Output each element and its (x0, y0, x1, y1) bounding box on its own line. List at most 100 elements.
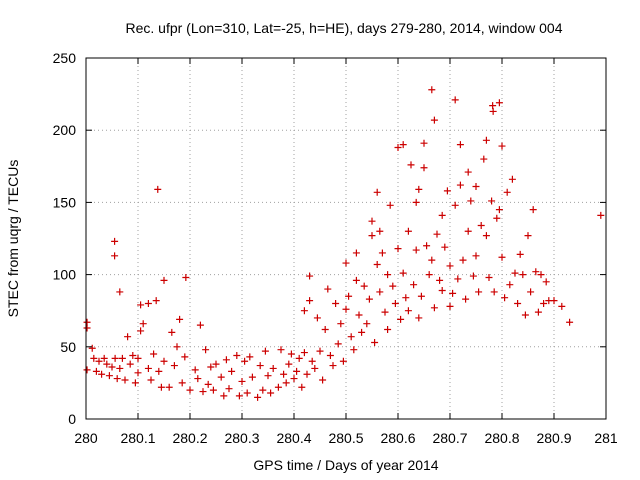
data-point (126, 360, 134, 368)
data-point (472, 252, 480, 260)
data-point (160, 357, 168, 365)
data-point (493, 214, 501, 222)
data-point (389, 282, 397, 290)
data-point (212, 360, 220, 368)
data-point (290, 375, 298, 383)
data-point (368, 232, 376, 240)
data-point (233, 351, 241, 359)
x-axis-label: GPS time / Days of year 2014 (253, 457, 438, 473)
data-point (173, 343, 181, 351)
data-point (423, 242, 431, 250)
data-point (246, 353, 254, 361)
data-point (397, 315, 405, 323)
data-point (235, 392, 243, 400)
data-point (482, 136, 490, 144)
data-point (103, 360, 111, 368)
x-tick-label: 280.9 (536, 430, 571, 446)
data-point (88, 344, 96, 352)
data-point (116, 288, 124, 296)
data-point (350, 346, 358, 354)
data-point (319, 376, 327, 384)
data-point (176, 315, 184, 323)
data-point (168, 328, 176, 336)
data-point (415, 314, 423, 322)
data-point (241, 357, 249, 365)
data-point (376, 288, 384, 296)
x-tick-label: 280.3 (224, 430, 259, 446)
data-point (186, 386, 194, 394)
data-point (295, 354, 303, 362)
data-point (274, 383, 282, 391)
data-point (92, 367, 100, 375)
data-point (352, 276, 360, 284)
data-point (412, 246, 420, 254)
data-point (495, 206, 503, 214)
data-point (540, 299, 548, 307)
data-point (376, 227, 384, 235)
data-point (506, 281, 514, 289)
data-point (368, 217, 376, 225)
data-point (342, 305, 350, 313)
data-point (404, 227, 412, 235)
data-point (147, 376, 155, 384)
data-point (269, 364, 277, 372)
data-points (83, 86, 605, 401)
data-point (495, 99, 503, 107)
data-point (373, 188, 381, 196)
data-point (428, 256, 436, 264)
data-point (438, 211, 446, 219)
data-point (313, 314, 321, 322)
y-tick-label: 100 (53, 267, 77, 283)
data-point (404, 307, 412, 315)
x-tick-label: 280.7 (432, 430, 467, 446)
data-point (267, 389, 275, 397)
data-point (152, 297, 160, 305)
data-point (477, 222, 485, 230)
data-point (144, 299, 152, 307)
data-point (381, 308, 389, 316)
y-tick-label: 150 (53, 194, 77, 210)
data-point (178, 379, 186, 387)
data-point (597, 211, 605, 219)
data-point (384, 271, 392, 279)
data-point (329, 362, 337, 370)
data-point (137, 327, 145, 335)
data-point (155, 367, 163, 375)
data-point (259, 386, 267, 394)
data-point (100, 354, 108, 362)
data-point (519, 271, 527, 279)
data-point (480, 155, 488, 163)
data-point (451, 201, 459, 209)
data-point (316, 347, 324, 355)
data-point (321, 325, 329, 333)
data-point (347, 333, 355, 341)
data-point (415, 185, 423, 193)
data-point (436, 276, 444, 284)
data-point (482, 232, 490, 240)
data-point (311, 364, 319, 372)
data-point (220, 392, 228, 400)
data-point (430, 304, 438, 312)
data-point (475, 288, 483, 296)
data-point (363, 320, 371, 328)
data-point (394, 245, 402, 253)
data-point (293, 367, 301, 375)
data-point (204, 380, 212, 388)
data-point (165, 383, 173, 391)
data-point (131, 379, 139, 387)
data-point (399, 141, 407, 149)
data-point (339, 357, 347, 365)
data-point (514, 299, 522, 307)
x-tick-label: 281 (594, 430, 618, 446)
data-point (222, 356, 230, 364)
data-point (324, 285, 332, 293)
data-point (111, 252, 119, 260)
data-point (542, 278, 550, 286)
data-point (105, 372, 113, 380)
data-point (464, 168, 472, 176)
data-point (306, 297, 314, 305)
x-tick-label: 280.2 (172, 430, 207, 446)
data-point (550, 297, 558, 305)
data-point (433, 230, 441, 238)
y-tick-label: 50 (60, 339, 76, 355)
